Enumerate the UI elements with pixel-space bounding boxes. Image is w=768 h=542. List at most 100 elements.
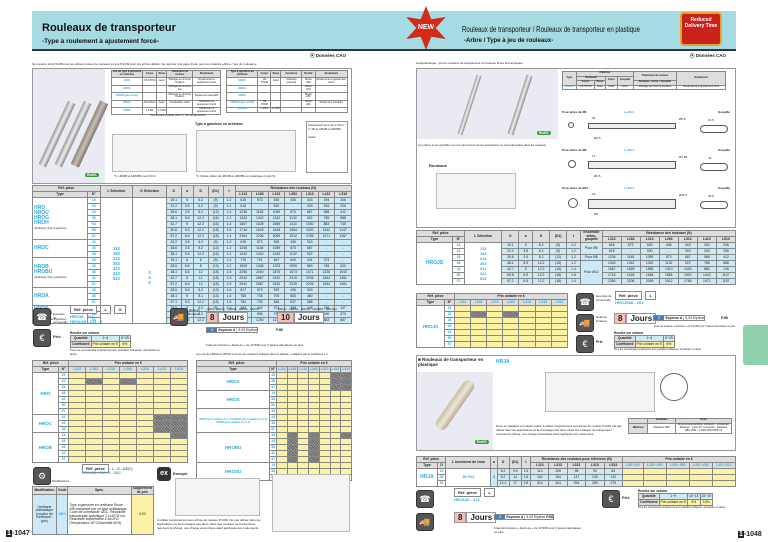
order-format: Réf. pièce - L - G HRO38 - 213 HROU38 - … xyxy=(70,305,126,324)
delivery-days: 8 Jours xyxy=(614,313,657,324)
example-drawing-2 xyxy=(272,474,350,532)
table-row: HRO 19 xyxy=(32,372,189,415)
table-row: 57 xyxy=(197,456,352,463)
type-link[interactable]: HRO xyxy=(34,205,46,211)
column-header: L Incrément de 1mm xyxy=(445,456,492,469)
type-link: HROG xyxy=(225,84,259,94)
type-link[interactable]: HROJS xyxy=(416,242,453,285)
type-link[interactable]: HROA xyxy=(195,372,271,391)
value-cell: 304 xyxy=(548,480,568,487)
table-row: HROA 28 28.6 5.5 8.2 (13) 1.6 817 573 529 436 343- - xyxy=(32,287,352,306)
table-cell: JIS STKM xyxy=(257,77,272,86)
type-link[interactable]: HROG xyxy=(34,215,49,221)
column-header: Traitement de surface xyxy=(632,71,678,81)
value-cell: (18) xyxy=(549,278,568,285)
column-header: t xyxy=(520,456,532,469)
table-cell: Anodisation claire xyxy=(166,99,194,109)
table-cell xyxy=(280,107,303,113)
table-cell: Roulements à ajustement forcé xyxy=(314,77,349,86)
type-link[interactable]: HROH xyxy=(34,220,49,226)
table-row: HRJA 20 50~513 3 6.2 9.5 1.5 113 105 98 90 83 xyxy=(416,468,737,487)
type-link[interactable]: HRJA xyxy=(416,468,438,487)
hrja-volume: Remise sur volume Quantité 1~9 10~14 15~19 Co… xyxy=(638,489,736,509)
column-header: Corps xyxy=(257,69,272,79)
type-link[interactable]: HROS xyxy=(195,390,271,409)
table-row: 57 xyxy=(197,426,352,433)
volume-table: Quantité 1~4 5~29 Coefficient Prix unitaire … xyxy=(614,335,675,348)
rohs-badge: RoHS xyxy=(475,440,489,444)
example-l: 213 xyxy=(472,497,480,502)
express-option[interactable]: ⚡ Express A | 5,00 €/pièce xyxy=(653,315,706,321)
ref-box: Réf. pièce xyxy=(82,464,109,473)
days-label: Jours xyxy=(293,312,324,323)
table-row: HROB (pas étroit) Placage au chrome triva… xyxy=(111,92,221,101)
side-tab[interactable] xyxy=(743,325,768,365)
type-link[interactable]: HROSU xyxy=(195,462,271,481)
ref-page: P.88 xyxy=(721,316,728,320)
type-link[interactable]: HROBU xyxy=(195,432,271,463)
express-price: 5,00 €/pièce xyxy=(685,316,705,320)
express-option[interactable]: ⚡ Express A | 5,00 €/pièce xyxy=(206,327,259,333)
type-link[interactable]: HROBU xyxy=(34,269,53,275)
days-number: 10 xyxy=(277,312,294,323)
price-cell xyxy=(534,341,552,348)
l-box: L xyxy=(645,291,656,300)
column-header: t xyxy=(222,185,236,198)
column-header: Arbre xyxy=(604,75,618,86)
table-cell xyxy=(270,92,282,101)
example-icon: ex xyxy=(157,467,171,481)
pin-length: 35.8 xyxy=(708,194,714,198)
column-header: G Sélection xyxy=(132,185,167,198)
l-box: L xyxy=(484,488,495,497)
type-link[interactable]: HRO xyxy=(32,372,59,415)
type-link[interactable]: HROB xyxy=(34,264,49,270)
table-cell xyxy=(314,84,349,94)
hrja-title: HRJA xyxy=(496,359,510,365)
cad-link-right[interactable]: ⦿ Données CAO xyxy=(690,53,727,58)
volume-title: Remise sur volume xyxy=(70,331,100,335)
cad-label: Données CAO xyxy=(315,53,347,58)
column-header: L113 xyxy=(276,366,288,373)
type-link: HROC xyxy=(111,84,143,94)
value-cell: 6.5 xyxy=(518,278,534,285)
table-row: Matériau Plastique ABS Roue extérieure/Rou… xyxy=(627,422,732,434)
column-header: Roue xyxy=(156,69,168,79)
shaft-photo: RoHS xyxy=(417,69,558,139)
qty-cell: 5~29 xyxy=(663,335,675,342)
table-cell: Roulements à ajustement forcé xyxy=(192,77,221,86)
mod-ex-code: UDC xyxy=(113,471,121,475)
express-price: 5,00 €/pièce xyxy=(526,515,546,519)
l-value: 513 xyxy=(112,276,120,281)
table-row: 57 xyxy=(197,384,352,391)
table-row: 57 xyxy=(417,341,569,348)
mod-ex-ref: HROU38 xyxy=(82,471,97,475)
table-cell: 1.4301 xyxy=(156,107,168,116)
type-link[interactable]: HROC xyxy=(34,245,49,251)
hrja-express[interactable]: ⚡ Express A | 5,00 €/pièce P.88 xyxy=(494,514,555,520)
type-link[interactable]: HROJS xyxy=(416,305,445,348)
table-cell xyxy=(192,84,221,94)
example-ref: HRJA20 xyxy=(454,497,470,502)
example-2-g: 3 xyxy=(100,319,103,324)
order-example-icon: ☎ xyxy=(576,293,594,311)
express-icon: ⚡ xyxy=(207,328,218,332)
table-row: 28 28.6 6.5 8 (13) 1.2 1549 1436 1323 1090 863 745 5… xyxy=(33,263,352,270)
type-link[interactable]: HROU xyxy=(34,210,49,216)
days-number: 8 xyxy=(206,312,219,323)
type-link[interactable]: HROC xyxy=(32,414,59,433)
value-cell: 57.2 xyxy=(501,278,520,285)
express-label: Express A xyxy=(506,515,524,519)
type-link[interactable]: HROA xyxy=(34,293,49,299)
type-link[interactable]: HROU (prix unitaire € x 1.0) HROG (prix … xyxy=(195,408,271,433)
type-link: HROU xyxy=(225,77,259,86)
cad-link-left[interactable]: ⦿ Données CAO xyxy=(310,53,347,58)
column-header: t xyxy=(566,230,581,243)
table-cell: 1.4301 xyxy=(270,107,282,113)
table-cell: Acier xyxy=(593,84,606,90)
order-example-icon: ☎ xyxy=(416,490,434,508)
price-table-hrojs: Réf. pièce Prix unitaire en € Type N° L113 L1… xyxy=(415,293,569,348)
note-box-text: Uniquement pour les n°19 et n° 28 de HRO… xyxy=(308,123,344,131)
express-fee-note: Frais de livraison « Express » de 13,50€… xyxy=(206,343,305,347)
type-link[interactable]: HROB xyxy=(32,432,59,463)
column-header: L Sélection xyxy=(99,185,134,198)
